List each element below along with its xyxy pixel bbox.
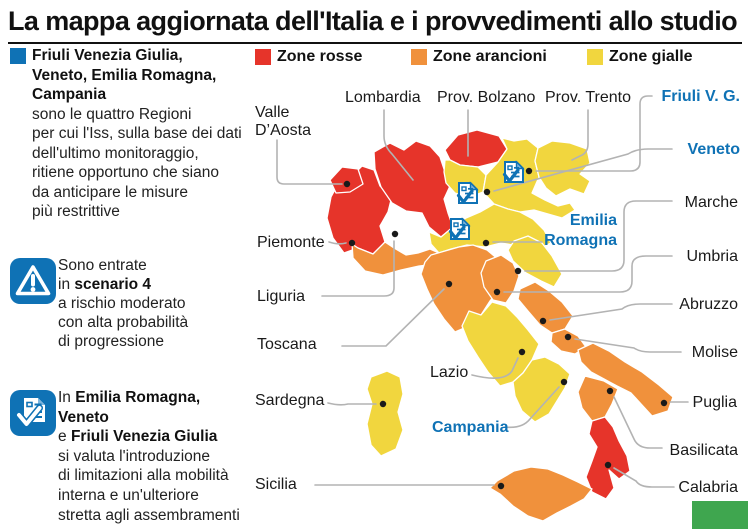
sidebar-text-line: Campania [32,86,107,103]
sidebar-text-line: dell'ultimo monitoraggio, [32,144,199,162]
map-label-valle-daosta: Valle [255,104,290,121]
sidebar-text-line: in scenario 4 [58,276,152,293]
map-label-veneto: Veneto [687,141,740,158]
sidebar-text-line: stretta agli assembramenti [58,506,240,524]
sidebar-text-line: sono le quattro Regioni [32,105,192,123]
region-abruzzo [517,281,574,334]
connector-dots [343,167,668,490]
region-campania [512,356,571,423]
sidebar-text-line: Veneto, Emilia Romagna, [32,66,217,84]
legend-swatch-red [255,49,271,65]
map-label-basilicata: Basilicata [669,442,738,459]
sidebar-text-line: Sono entrate [58,257,147,274]
region-sicilia [489,466,593,522]
legend-label-red: Zone rosse [277,48,363,65]
region-calabria [585,416,631,500]
map-label-piemonte: Piemonte [257,234,325,251]
sidebar-block-scenario: Sono entrate in scenario 4 a rischio mod… [58,256,188,351]
map-label-lombardia: Lombardia [345,89,421,106]
region-sardegna [366,370,404,457]
region-shapes [326,129,674,522]
map-label-valle-daosta: D’Aosta [255,122,312,139]
sidebar-text-line: più restrittive [32,203,120,220]
map-label-trento: Prov. Trento [545,89,631,106]
legend-swatch-orange [411,49,427,65]
document-check-icon [448,217,471,241]
map-label-calabria: Calabria [678,479,738,496]
sidebar-text-line: si valuta l'introduzione [58,447,211,465]
map-label-molise: Molise [691,344,738,361]
sidebar-text-line: e Friuli Venezia Giulia [58,428,218,446]
region-friuli [534,140,591,197]
sidebar-text-line: ritiene opportuno che siano [32,164,219,181]
sidebar-text-line: Veneto [58,408,109,426]
map-label-toscana: Toscana [257,336,317,353]
sidebar-text-line: interna e un'ulteriore [58,486,199,504]
sidebar-text-line: a rischio moderato [58,295,186,312]
document-check-icon [10,390,56,436]
map-label-bolzano: Prov. Bolzano [437,89,536,106]
sidebar-block-regions: Friuli Venezia Giulia, Veneto, Emilia Ro… [32,46,242,222]
sidebar-block-mobility: In Emilia Romagna, Veneto e Friuli Venez… [58,388,240,525]
legend-label-orange: Zone arancioni [433,48,547,65]
map-label-puglia: Puglia [692,394,737,411]
region-umbria [480,254,520,304]
map-label-liguria: Liguria [257,288,306,305]
map-label-sicilia: Sicilia [255,476,297,493]
document-check-icon [502,160,525,184]
map-label-campania: Campania [432,419,509,436]
legend-label-yellow: Zone gialle [609,48,693,65]
map-label-marche: Marche [684,194,738,211]
map-label-emilia-romagna: Emilia Romagna [544,212,617,249]
warning-icon [10,258,56,304]
connector-lines [276,95,689,488]
document-check-icon [456,181,479,205]
sidebar-text-line: di progressione [58,333,164,350]
region-marche [507,235,563,288]
branding-green-block [692,501,748,529]
sidebar-text-line: per cui l'Iss, sulla base dei dati [32,125,242,142]
sidebar-text-line: Friuli Venezia Giulia, [32,47,183,64]
legend-swatch-yellow [587,49,603,65]
title-divider [8,42,742,44]
region-puglia [577,342,674,417]
sidebar-text-line: di limitazioni alla mobilità [58,467,229,485]
page-title: La mappa aggiornata dell'Italia e i prov… [8,6,738,36]
blue-square-bullet-icon [10,48,26,64]
map-label-friuli: Friuli V. G. [661,88,740,105]
region-valle-daosta [329,166,364,194]
map-label-umbria: Umbria [686,248,738,265]
map-label-abruzzo: Abruzzo [679,296,738,313]
map-label-lazio: Lazio [430,364,469,381]
sidebar-text-line: da anticipare le misure [32,183,188,201]
sidebar-text-line: con alta probabilità [58,314,189,331]
sidebar-text-line: In Emilia Romagna, [58,389,201,406]
map-label-sardegna: Sardegna [255,392,325,409]
region-lombardia [373,140,454,238]
